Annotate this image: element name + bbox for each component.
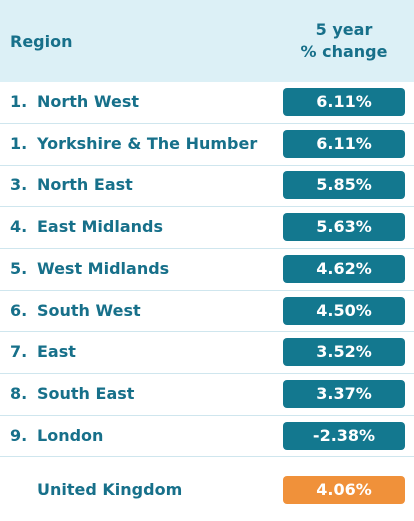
row-separator — [0, 373, 414, 375]
rank: 7. — [10, 342, 28, 362]
rank: 1. — [10, 133, 28, 153]
rank: 3. — [10, 175, 28, 195]
total-badge: 4.06% — [283, 476, 405, 504]
region-name: West Midlands — [37, 258, 170, 278]
header-change: % change — [300, 42, 388, 61]
row-separator — [0, 206, 414, 208]
row-separator — [0, 414, 414, 416]
total-name: United Kingdom — [37, 480, 183, 499]
change-badge: 6.11% — [283, 88, 405, 116]
rank: 4. — [10, 217, 28, 237]
row-separator — [0, 289, 414, 291]
region-name: Yorkshire & The Humber — [37, 133, 258, 153]
rank: 8. — [10, 383, 28, 403]
change-badge: 5.63% — [283, 213, 405, 242]
change-badge: 3.52% — [283, 338, 405, 367]
region-name: South West — [37, 300, 141, 320]
rank: 5. — [10, 258, 28, 278]
row-separator — [0, 247, 414, 249]
change-badge: 4.62% — [283, 254, 405, 283]
region-name: East — [37, 342, 76, 362]
header-region: Region — [10, 32, 73, 51]
header-change: 5 year — [315, 20, 373, 39]
rank: 1. — [10, 92, 28, 111]
rank: 6. — [10, 300, 28, 320]
region-name: North West — [37, 92, 139, 111]
region-name: North East — [37, 175, 133, 195]
change-badge: 5.85% — [283, 171, 405, 200]
row-separator — [0, 331, 414, 333]
row-separator — [0, 164, 414, 166]
region-name: London — [37, 425, 104, 445]
region-name: South East — [37, 383, 135, 403]
row-separator — [0, 456, 414, 458]
change-badge: 4.50% — [283, 296, 405, 325]
change-badge: -2.38% — [283, 421, 405, 450]
row-separator — [0, 122, 414, 124]
header-band: Region 5 year % change — [0, 0, 414, 82]
rank: 9. — [10, 425, 28, 445]
region-name: East Midlands — [37, 217, 163, 237]
change-badge: 3.37% — [283, 379, 405, 408]
change-badge: 6.11% — [283, 129, 405, 158]
